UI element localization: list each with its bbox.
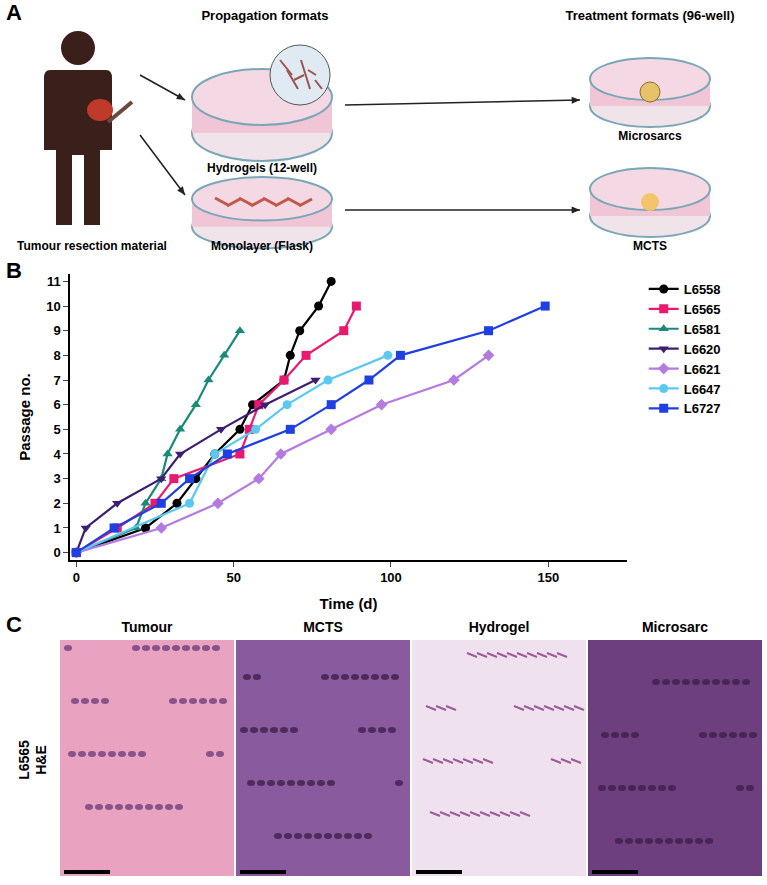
svg-text:Microsarc: Microsarc — [642, 619, 708, 635]
svg-text:7: 7 — [53, 373, 60, 388]
svg-text:9: 9 — [53, 323, 60, 338]
html-text:C: C — [6, 612, 22, 637]
svg-text:Hydrogels (12-well): Hydrogels (12-well) — [207, 161, 317, 175]
svg-text:Treatment formats (96-well): Treatment formats (96-well) — [565, 8, 734, 23]
svg-text:L6565H&E: L6565H&E — [16, 740, 49, 780]
svg-text:Passage no.: Passage no. — [16, 373, 33, 461]
svg-text:Tumour resection material: Tumour resection material — [17, 239, 167, 253]
svg-text:L6565: L6565 — [684, 302, 721, 317]
svg-text:Tumour: Tumour — [121, 619, 173, 635]
svg-text:1: 1 — [53, 521, 60, 536]
svg-text:Hydrogel: Hydrogel — [469, 619, 530, 635]
svg-text:L6620: L6620 — [684, 342, 721, 357]
svg-text:MCTS: MCTS — [633, 239, 667, 253]
svg-text:L6581: L6581 — [684, 322, 721, 337]
svg-text:8: 8 — [53, 348, 60, 363]
svg-text:11: 11 — [47, 274, 61, 289]
svg-text:10: 10 — [46, 299, 60, 314]
svg-text:0: 0 — [53, 545, 60, 560]
svg-text:Time (d): Time (d) — [319, 595, 377, 612]
svg-text:3: 3 — [53, 471, 60, 486]
svg-text:L6558: L6558 — [684, 282, 721, 297]
svg-text:Microsarcs: Microsarcs — [618, 129, 682, 143]
svg-text:0: 0 — [73, 570, 80, 585]
svg-text:100: 100 — [380, 570, 402, 585]
svg-text:6: 6 — [53, 397, 60, 412]
svg-text:L6727: L6727 — [684, 401, 721, 416]
html-text:B: B — [6, 258, 22, 283]
html-text:A: A — [6, 0, 22, 25]
svg-text:4: 4 — [53, 447, 61, 462]
svg-text:5: 5 — [53, 422, 60, 437]
svg-text:50: 50 — [226, 570, 240, 585]
svg-text:Monolayer (Flask): Monolayer (Flask) — [211, 239, 313, 253]
svg-text:L6621: L6621 — [684, 362, 721, 377]
svg-text:Propagation formats: Propagation formats — [201, 8, 328, 23]
svg-text:L6647: L6647 — [684, 382, 721, 397]
svg-text:2: 2 — [53, 496, 60, 511]
svg-text:MCTS: MCTS — [303, 619, 343, 635]
svg-text:150: 150 — [537, 570, 559, 585]
